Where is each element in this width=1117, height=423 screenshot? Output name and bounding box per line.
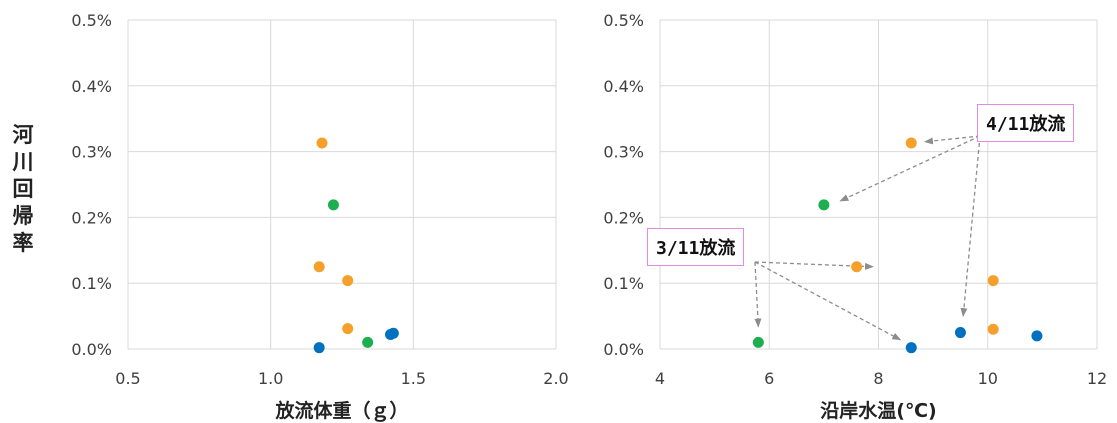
- data-point-orange: [313, 261, 325, 273]
- y-tick-label: 0.4%: [603, 77, 644, 96]
- chart-1: 0.5 1.0 1.5 2.0 0.0% 0.1% 0.2% 0.3% 0.4% 0.5%: [71, 11, 568, 388]
- y-tick-label: 0.1%: [603, 274, 644, 293]
- y-tick-label: 0.5%: [603, 11, 644, 30]
- chart-2: 4 6 8 10 12 0.0% 0.1% 0.2% 0.3% 0.4% 0.5%: [603, 11, 1107, 388]
- data-point-orange: [342, 275, 354, 287]
- y-axis-label: 河 川 回 帰 率: [12, 123, 34, 255]
- data-point-orange: [851, 261, 863, 273]
- data-point-green: [362, 336, 374, 348]
- x-axis-label-temperature: 沿岸水温(℃): [820, 400, 937, 422]
- data-point-blue: [313, 342, 325, 354]
- x-tick-label: 10: [978, 369, 998, 388]
- callout-april-release: 4/11放流: [977, 104, 1075, 142]
- x-tick-label: 8: [873, 369, 883, 388]
- y-tick-label: 0.4%: [71, 77, 112, 96]
- x-tick-label: 1.5: [401, 369, 426, 388]
- x-tick-label: 2.0: [543, 369, 568, 388]
- y-tick-label: 0.1%: [71, 274, 112, 293]
- data-point-green: [327, 199, 339, 211]
- callout-march-release: 3/11放流: [647, 228, 745, 266]
- annotation-arrow: [923, 135, 981, 145]
- x-tick-label: 4: [655, 369, 665, 388]
- data-point-orange: [905, 137, 917, 149]
- annotation-arrow: [754, 261, 762, 328]
- data-point-orange: [987, 275, 999, 287]
- data-point-orange: [316, 137, 328, 149]
- x-tick-label: 1.0: [258, 369, 283, 388]
- x-tick-label: 6: [764, 369, 774, 388]
- y-tick-label: 0.3%: [603, 143, 644, 162]
- annotation-arrow: [839, 135, 981, 202]
- x-tick-label: 12: [1087, 369, 1107, 388]
- y-tick-label: 0.5%: [71, 11, 112, 30]
- y-tick-label: 0.3%: [71, 143, 112, 162]
- data-point-orange: [987, 323, 999, 335]
- data-point-blue: [1031, 330, 1043, 342]
- y-tick-label: 0.0%: [603, 340, 644, 359]
- x-axis-label-weight: 放流体重（ｇ）: [275, 400, 409, 422]
- x-tick-label: 0.5: [115, 369, 140, 388]
- data-point-green: [818, 199, 830, 211]
- data-point-blue: [905, 342, 917, 354]
- annotation-arrow: [960, 135, 981, 318]
- y-tick-label: 0.2%: [71, 208, 112, 227]
- y-tick-label: 0.2%: [603, 208, 644, 227]
- data-point-blue: [954, 327, 966, 339]
- data-point-green: [752, 336, 764, 348]
- y-tick-label: 0.0%: [71, 340, 112, 359]
- data-point-orange: [342, 323, 354, 335]
- data-point-blue: [387, 327, 399, 339]
